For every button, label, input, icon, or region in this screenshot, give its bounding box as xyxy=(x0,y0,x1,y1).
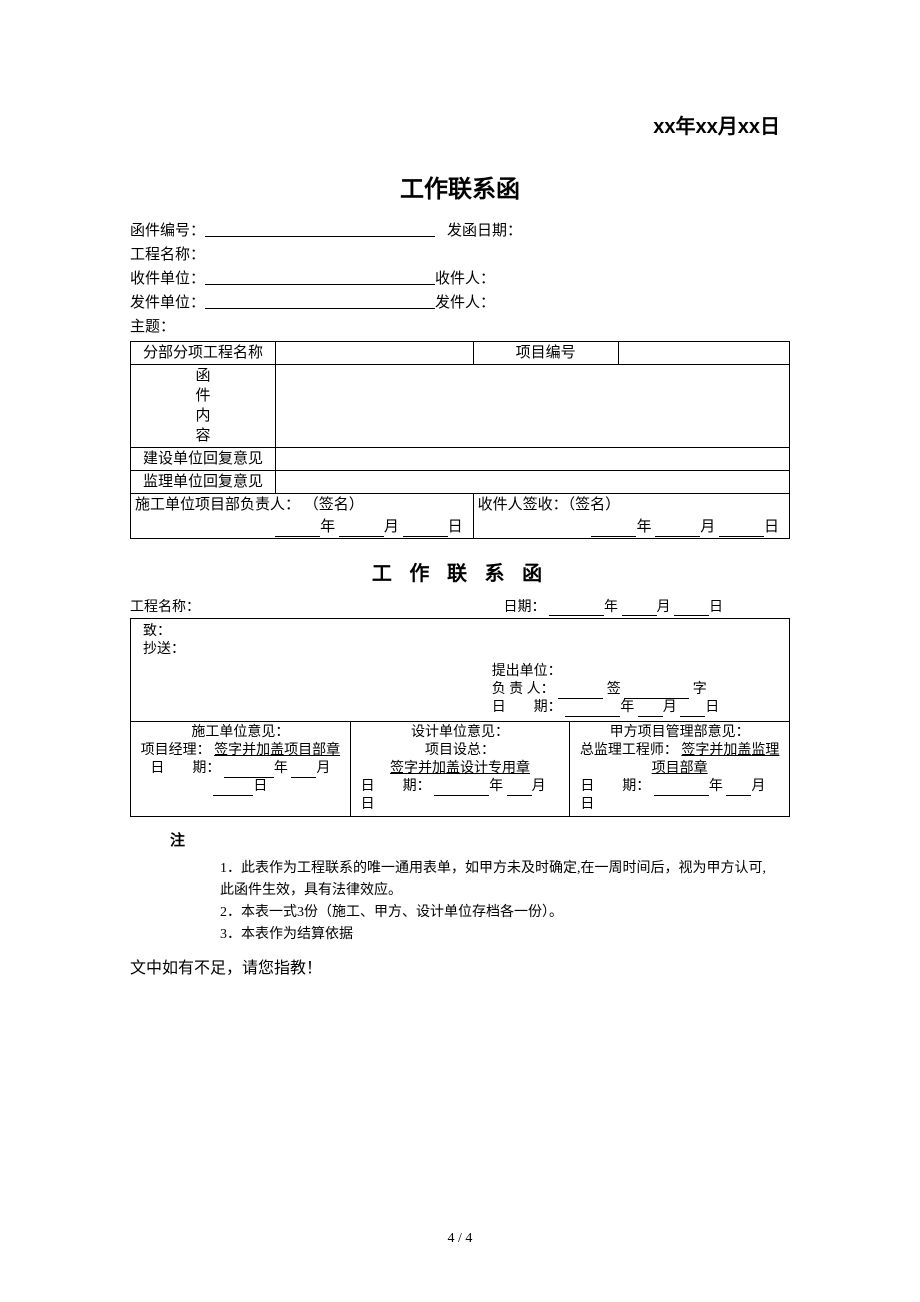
t2-top-cell: 致： 抄送： 提出单位： 负 责 人： 签 字 日 期： 年 月 xyxy=(131,619,790,722)
op-d-stamp: 签字并加盖设计专用章 xyxy=(390,761,530,776)
op-c-title: 施工单位意见： xyxy=(137,724,344,742)
table-2: 致： 抄送： 提出单位： 负 责 人： 签 字 日 期： 年 月 xyxy=(130,618,790,817)
closing-text: 文中如有不足，请您指教！ xyxy=(130,954,790,978)
recv-unit-blank xyxy=(205,267,435,285)
op-c-datelbl: 日 期： xyxy=(150,761,220,776)
t2-op-design: 设计单位意见： 项目设总： 签字并加盖设计专用章 日 期： 年 月 日 xyxy=(350,722,570,817)
t1-subproject-val xyxy=(275,342,473,365)
send-date-label: 发函日期： xyxy=(447,219,522,243)
t2-resp-label: 负 责 人： xyxy=(492,682,555,697)
t2-sign-w: 签 xyxy=(607,682,621,697)
op-d-chief: 项目设总： xyxy=(425,743,495,758)
meta-date-label: 日期： xyxy=(504,600,546,615)
t1-pm-sign: （签名） xyxy=(304,497,364,513)
t2-op-owner: 甲方项目管理部意见： 总监理工程师： 签字并加盖监理项目部章 日 期： 年 月 … xyxy=(570,722,790,817)
line-recv: 收件单位： 收件人： xyxy=(130,267,790,291)
t1-content-body xyxy=(275,365,789,448)
op-d-title: 设计单位意见： xyxy=(357,724,564,742)
t1-content-l2: 内 xyxy=(195,408,210,424)
line-send: 发件单位： 发件人： xyxy=(130,291,790,315)
op-o-eng: 总监理工程师： xyxy=(580,743,678,758)
t1-projectno-label: 项目编号 xyxy=(473,342,618,365)
t1-recv-label: 收件人签收：（签名） xyxy=(478,497,621,513)
line-letter-no: 函件编号： 发函日期： xyxy=(130,219,790,243)
t1-content-l0: 函 xyxy=(195,368,210,384)
t2-cc-label: 抄送： xyxy=(143,642,185,657)
t1-supervisor-val xyxy=(275,471,789,494)
t2-word-w: 字 xyxy=(693,682,707,697)
send-unit-blank xyxy=(205,291,435,309)
t1-pm-cell: 施工单位项目部负责人： （签名） xyxy=(131,494,474,517)
t2-m: 月 xyxy=(663,700,677,715)
t2-date-label: 日 期： xyxy=(492,700,562,715)
t1-y1: 年 xyxy=(320,519,335,535)
t2-propose-label: 提出单位： xyxy=(492,664,562,679)
project-name-label: 工程名称： xyxy=(130,243,205,267)
t1-subproject-label: 分部分项工程名称 xyxy=(131,342,276,365)
note-1: 1．此表作为工程联系的唯一通用表单，如甲方未及时确定,在一周时间后，视为甲方认可… xyxy=(220,858,770,902)
table-1: 分部分项工程名称 项目编号 函 件 内 容 建设单位回复意见 监理单位回复意见 … xyxy=(130,341,790,539)
t2-op-construct: 施工单位意见： 项目经理： 签字并加盖项目部章 日 期： 年 月 日 xyxy=(131,722,351,817)
op-c-pm: 项目经理： xyxy=(141,743,211,758)
line-project-name: 工程名称： xyxy=(130,243,790,267)
t1-recv-date: 年 月 日 xyxy=(473,516,789,539)
t1-recv-cell: 收件人签收：（签名） xyxy=(473,494,789,517)
recv-unit-label: 收件单位： xyxy=(130,267,205,291)
op-o-datelbl: 日 期： xyxy=(580,779,650,794)
op-c-d: 日 xyxy=(253,779,267,794)
note-3: 3．本表作为结算依据 xyxy=(220,924,770,946)
t1-content-l3: 容 xyxy=(195,428,210,444)
t1-projectno-val xyxy=(618,342,789,365)
page-number: 4 / 4 xyxy=(0,1231,920,1247)
t1-y2: 年 xyxy=(636,519,651,535)
t1-m2: 月 xyxy=(700,519,715,535)
note-2: 2．本表一式3份（施工、甲方、设计单位存档各一份）。 xyxy=(220,902,770,924)
notes-block: 1．此表作为工程联系的唯一通用表单，如甲方未及时确定,在一周时间后，视为甲方认可… xyxy=(220,858,770,946)
op-c-m: 月 xyxy=(316,761,330,776)
op-c-stamp: 签字并加盖项目部章 xyxy=(214,743,340,758)
t1-d1: 日 xyxy=(448,519,463,535)
t1-pm-label: 施工单位项目部负责人： xyxy=(135,497,300,513)
op-d-m: 月 xyxy=(532,779,546,794)
op-d-datelbl: 日 期： xyxy=(361,779,431,794)
op-o-m: 月 xyxy=(751,779,765,794)
title-1: 工作联系函 xyxy=(130,169,790,204)
notes-header: 注 xyxy=(170,829,790,850)
line-subject: 主题： xyxy=(130,315,790,339)
meta-m: 月 xyxy=(657,600,671,615)
header-date: xx年xx月xx日 xyxy=(130,110,790,139)
meta-project-label: 工程名称： xyxy=(130,600,200,615)
t1-m1: 月 xyxy=(384,519,399,535)
meta-line: 工程名称： 日期： 年 月 日 xyxy=(130,596,790,616)
letter-no-blank xyxy=(205,219,435,237)
op-d-d: 日 xyxy=(361,797,375,812)
op-o-title: 甲方项目管理部意见： xyxy=(576,724,783,742)
op-o-y: 年 xyxy=(709,779,723,794)
t2-y: 年 xyxy=(620,700,634,715)
t2-d: 日 xyxy=(705,700,719,715)
t1-d2: 日 xyxy=(764,519,779,535)
send-unit-label: 发件单位： xyxy=(130,291,205,315)
t1-builder-val xyxy=(275,448,789,471)
send-person-label: 发件人： xyxy=(435,291,495,315)
letter-no-label: 函件编号： xyxy=(130,219,205,243)
t2-to-label: 致： xyxy=(143,624,171,639)
title-2: 工 作 联 系 函 xyxy=(130,557,790,586)
meta-y: 年 xyxy=(604,600,618,615)
t1-content-l1: 件 xyxy=(195,388,210,404)
op-o-d: 日 xyxy=(580,797,594,812)
t1-content-label: 函 件 内 容 xyxy=(131,365,276,448)
recv-person-label: 收件人： xyxy=(435,267,495,291)
t1-builder-label: 建设单位回复意见 xyxy=(131,448,276,471)
t1-pm-date: 年 月 日 xyxy=(131,516,474,539)
subject-label: 主题： xyxy=(130,315,175,339)
t1-supervisor-label: 监理单位回复意见 xyxy=(131,471,276,494)
meta-d: 日 xyxy=(709,600,723,615)
op-c-y: 年 xyxy=(274,761,288,776)
op-d-y: 年 xyxy=(489,779,503,794)
